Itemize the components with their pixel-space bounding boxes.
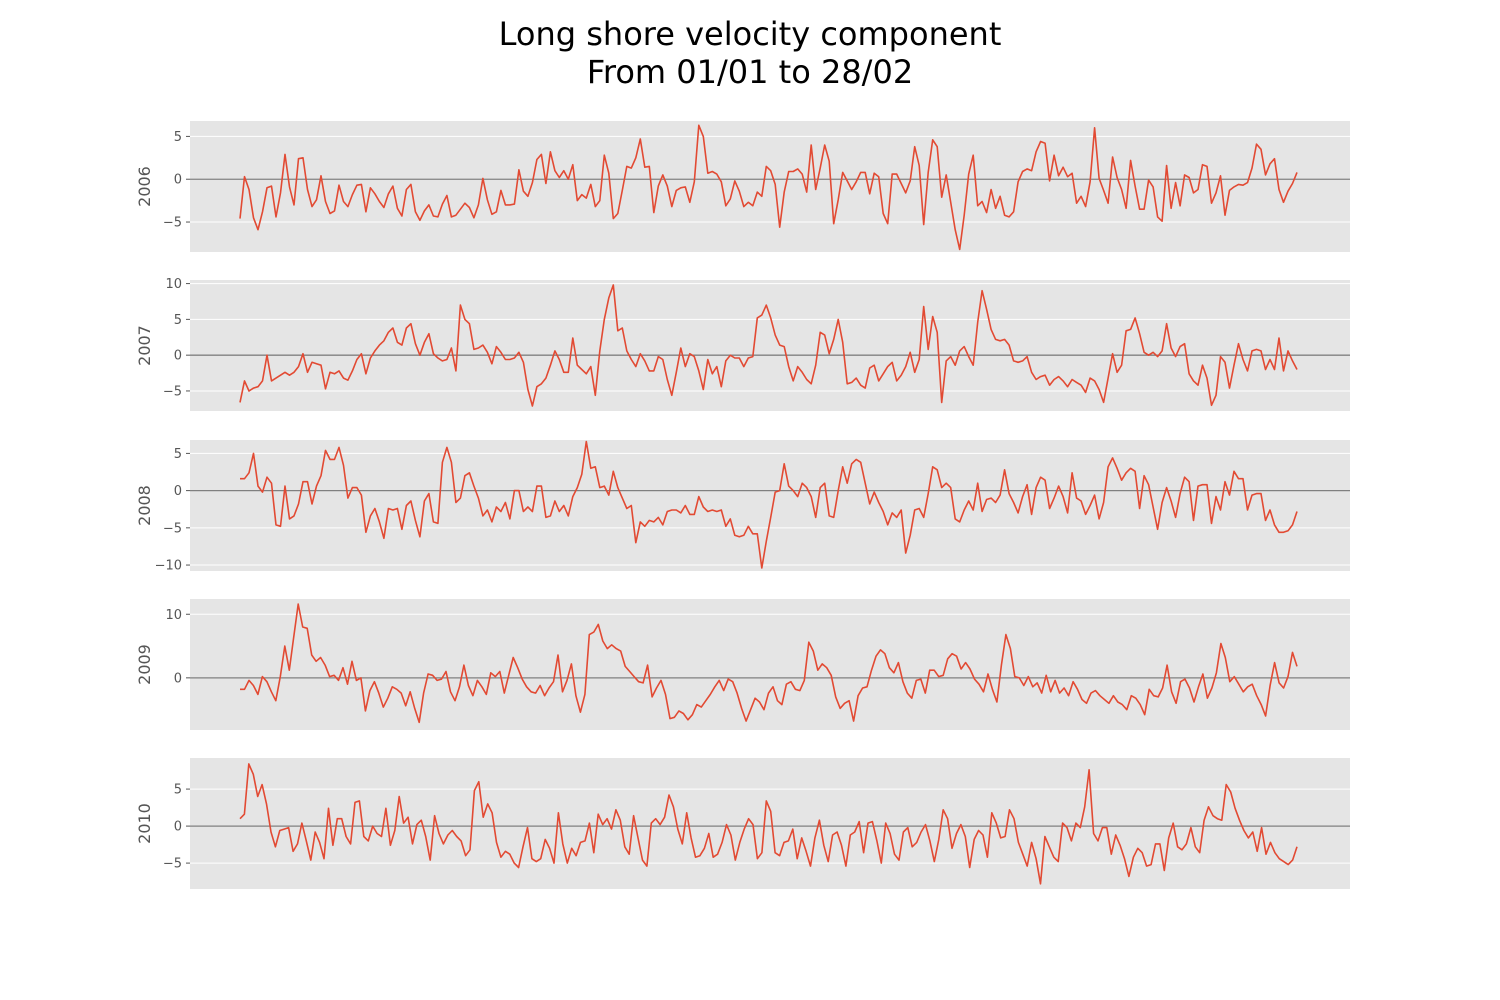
subplot-2006: −5 0 5 2006 xyxy=(135,121,1350,252)
y-axis-label: 2008 xyxy=(135,485,154,526)
plot-background xyxy=(190,121,1350,252)
series-line xyxy=(239,124,1298,251)
chart-title: Long shore velocity component xyxy=(498,15,1002,53)
plot-background xyxy=(190,599,1350,730)
y-tick-label: 0 xyxy=(174,484,182,499)
y-tick-label: 0 xyxy=(174,820,182,835)
subplot-2007: −5 0 5 10 2007 xyxy=(135,277,1350,411)
chart-subtitle: From 01/01 to 28/02 xyxy=(586,53,914,91)
y-tick-label: 5 xyxy=(174,783,182,798)
y-axis-label: 2009 xyxy=(135,644,154,685)
y-tick-label: 0 xyxy=(174,671,182,686)
plot-background xyxy=(190,440,1350,571)
y-tick-label: −5 xyxy=(163,216,182,231)
series-line xyxy=(239,284,1298,407)
y-tick-label: 0 xyxy=(174,173,182,188)
y-tick-label: 5 xyxy=(174,130,182,145)
series-line xyxy=(240,603,1298,724)
series-line xyxy=(240,440,1298,569)
y-axis-label: 2010 xyxy=(135,803,154,844)
plot-background xyxy=(190,758,1350,889)
y-tick-label: 0 xyxy=(174,349,182,364)
subplot-2009: 0 10 2009 xyxy=(135,599,1350,730)
plot-background xyxy=(190,280,1350,411)
y-axis-label: 2006 xyxy=(135,166,154,207)
y-tick-label: 10 xyxy=(165,277,182,292)
y-tick-label: −10 xyxy=(155,559,182,574)
subplot-2008: −10 −5 0 5 2008 xyxy=(135,440,1350,574)
y-tick-label: 5 xyxy=(174,313,182,328)
y-tick-label: 10 xyxy=(165,608,182,623)
y-tick-label: −5 xyxy=(163,857,182,872)
y-tick-label: 5 xyxy=(174,447,182,462)
series-line xyxy=(239,763,1298,885)
y-axis-label: 2007 xyxy=(135,325,154,366)
y-tick-label: −5 xyxy=(163,521,182,536)
y-tick-label: −5 xyxy=(163,384,182,399)
subplot-2010: −5 0 5 2010 xyxy=(135,758,1350,889)
